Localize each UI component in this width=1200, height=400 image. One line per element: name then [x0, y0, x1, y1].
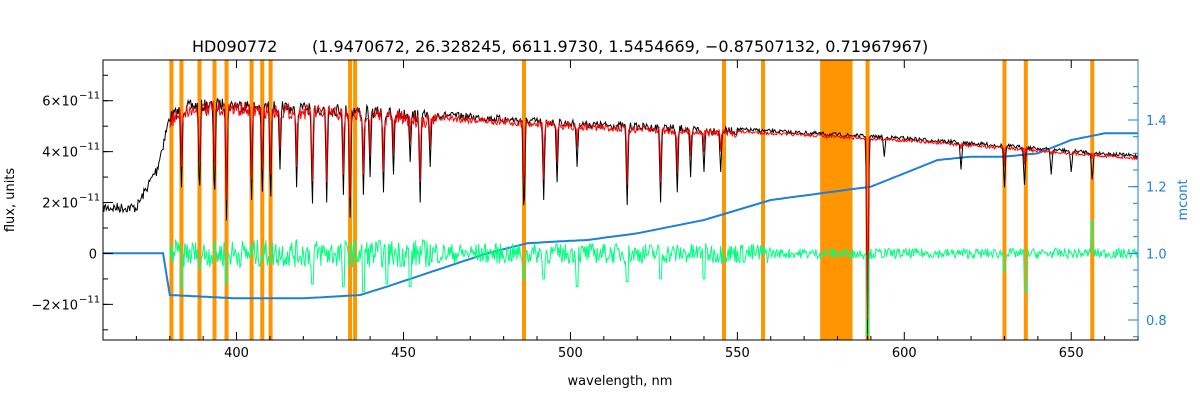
x-axis-label: wavelength, nm	[568, 374, 673, 389]
chart-subtitle: (1.9470672, 26.328245, 6611.9730, 1.5454…	[312, 37, 928, 56]
y2-axis-label: mcont	[1176, 179, 1191, 220]
y2-axis-ticks: 0.8 1.0 1.2 1.4	[1128, 86, 1167, 338]
masked-line-band	[1023, 60, 1028, 340]
y2-tick-label: 1.2	[1146, 181, 1167, 196]
masked-line-band	[212, 60, 217, 340]
y2-tick-label: 1.0	[1146, 247, 1167, 262]
masked-line-band	[865, 60, 870, 340]
x-tick-label: 650	[1059, 346, 1084, 361]
x-tick-label: 550	[725, 346, 750, 361]
x-tick-label: 400	[224, 346, 249, 361]
y-tick-exponent: −11	[79, 142, 100, 153]
masked-line-band	[197, 60, 202, 340]
x-tick-label: 600	[892, 346, 917, 361]
y-tick-exponent: −11	[79, 294, 100, 305]
masked-regions	[169, 60, 1095, 340]
y-tick-label: 2×10	[42, 197, 78, 212]
masked-line-band	[353, 60, 358, 340]
masked-line-band	[761, 60, 766, 340]
series-layer	[102, 97, 1139, 341]
masked-line-band	[1090, 60, 1095, 340]
x-tick-label: 500	[558, 346, 583, 361]
masked-line-band	[260, 60, 265, 340]
x-tick-label: 450	[391, 346, 416, 361]
masked-line-band	[268, 60, 273, 340]
masked-line-band	[1002, 60, 1007, 340]
y-tick-exponent: −11	[79, 91, 100, 102]
y-tick-label: 4×10	[42, 146, 78, 161]
x-axis-ticks: 400 450 500 550 600 650	[102, 60, 1139, 361]
y-tick-exponent: −11	[79, 193, 100, 204]
observed-series-line	[102, 97, 1139, 341]
y-axis-label: flux, units	[3, 168, 18, 233]
y-tick-label: 0	[89, 247, 97, 262]
masked-line-band	[169, 60, 174, 340]
mcont-series-line	[103, 132, 1138, 300]
chart-title: HD090772	[192, 37, 277, 56]
masked-line-band	[722, 60, 726, 340]
masked-wide-band	[820, 60, 853, 340]
masked-line-band	[179, 60, 184, 340]
y2-tick-label: 0.8	[1146, 314, 1167, 329]
model-series-line	[169, 100, 1139, 320]
residual-series-line	[169, 219, 1138, 336]
y-tick-label: 6×10	[42, 95, 78, 110]
y-tick-label: −2×10	[31, 298, 78, 313]
y2-tick-label: 1.4	[1146, 114, 1167, 129]
